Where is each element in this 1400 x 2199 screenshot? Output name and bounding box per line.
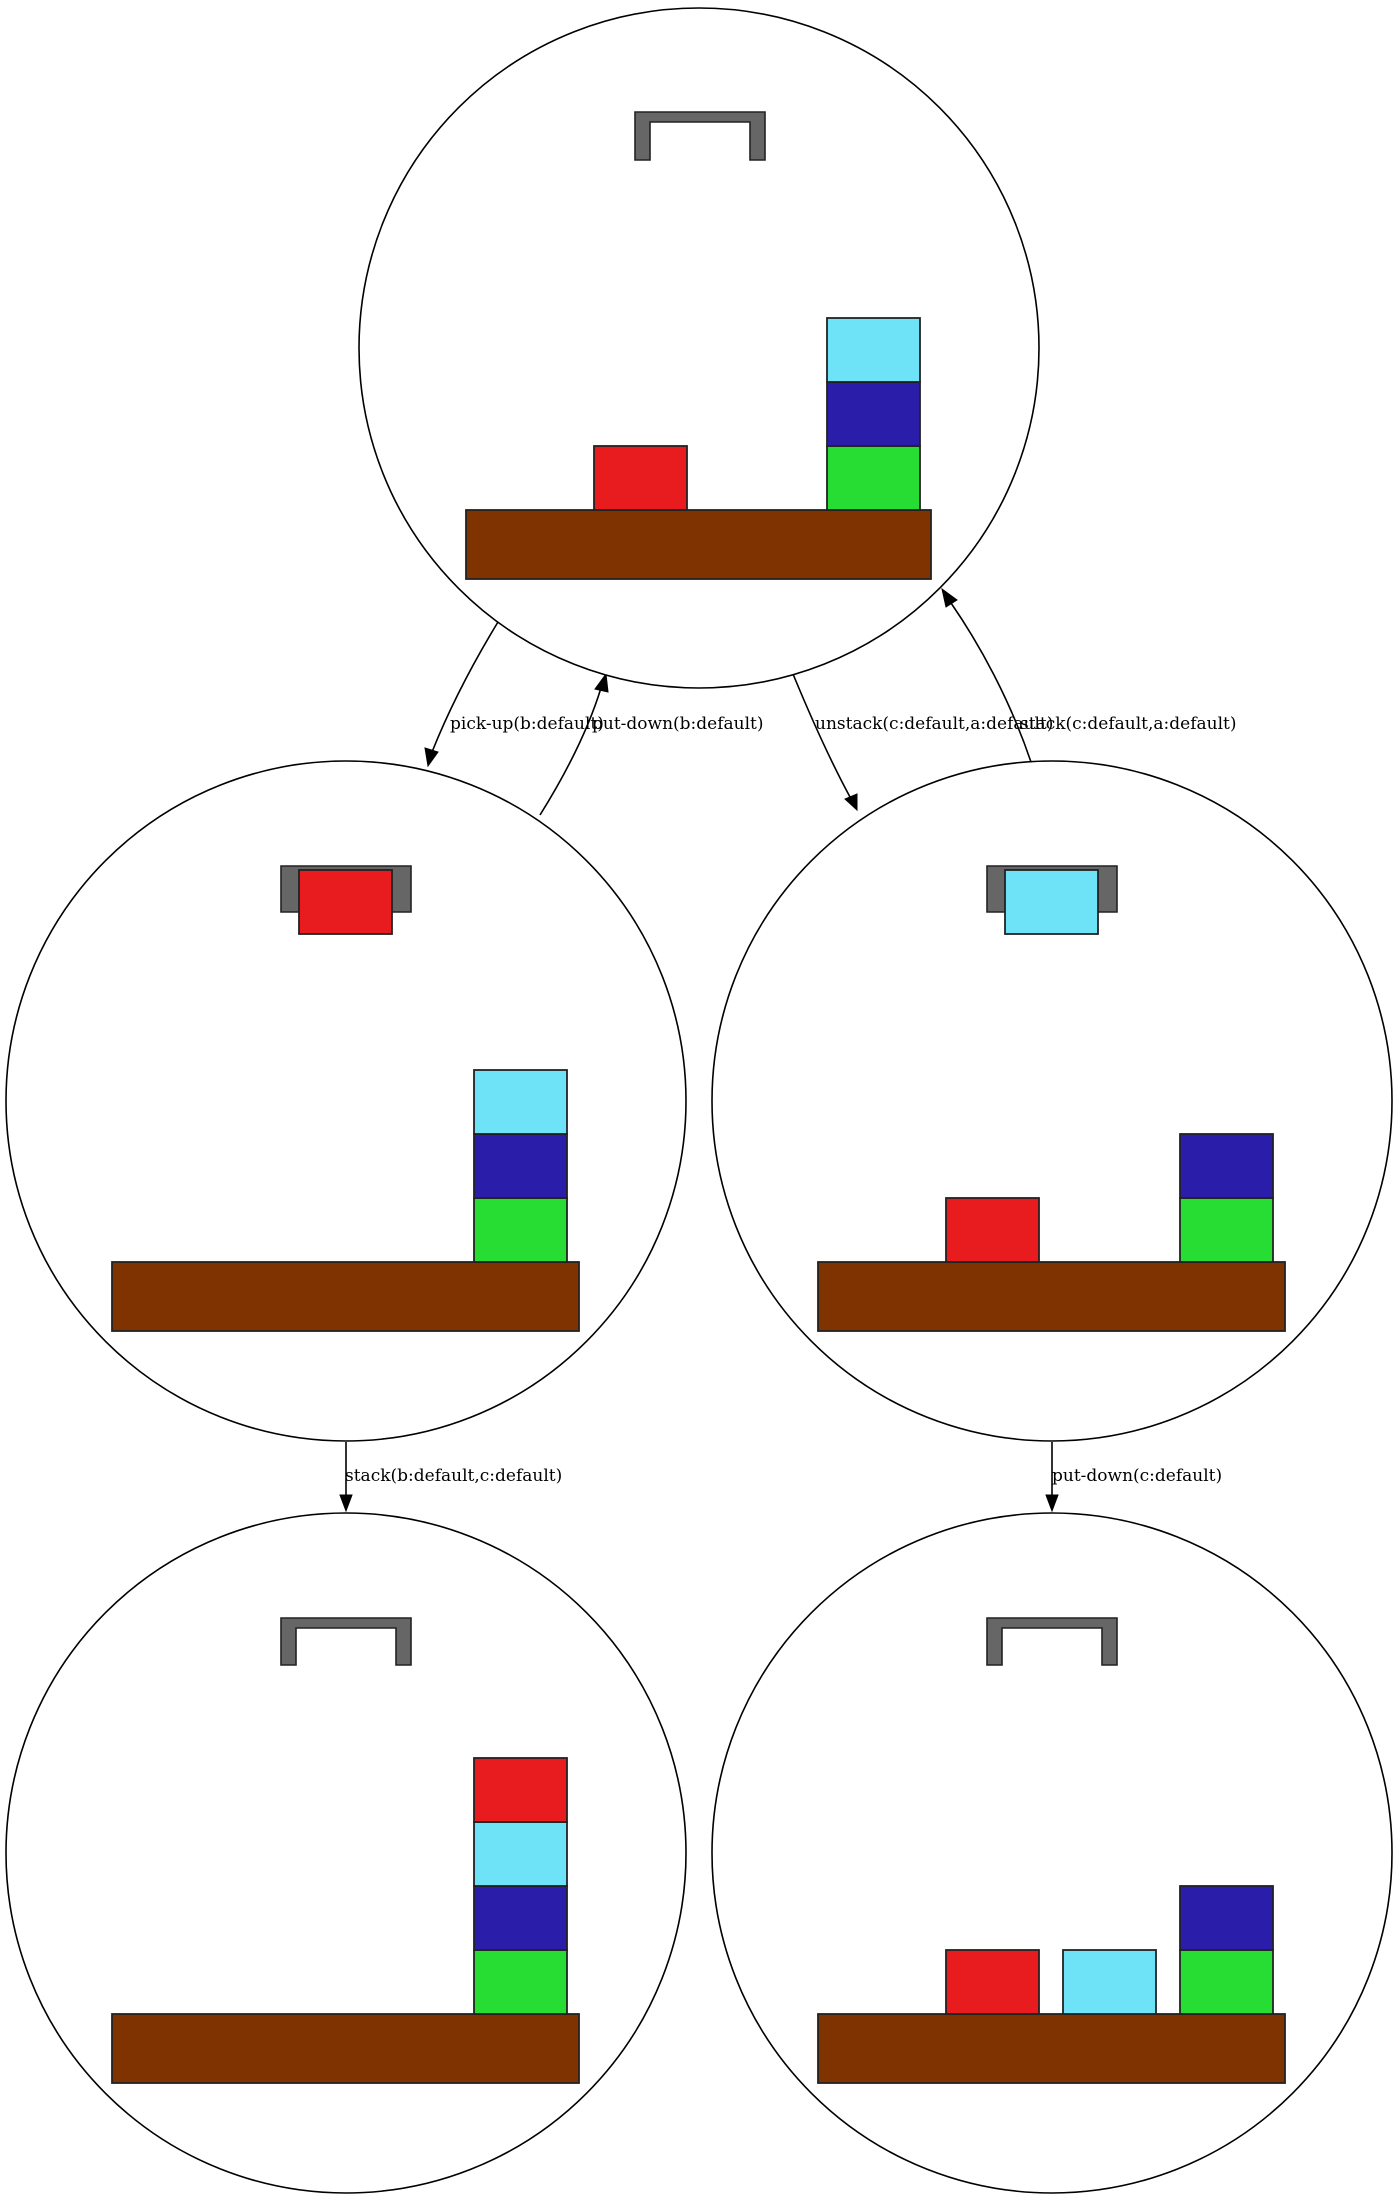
block-d	[473, 1133, 568, 1199]
state-3	[5, 1512, 687, 2194]
block-a	[1179, 1949, 1274, 2015]
block-d	[473, 1885, 568, 1951]
block-d	[1179, 1885, 1274, 1951]
state-2	[711, 760, 1393, 1442]
block-b	[593, 445, 688, 511]
arrowhead-unstack-c-a	[844, 793, 858, 812]
state-circle	[5, 1512, 687, 2194]
arrowhead-stack-c-a	[941, 587, 958, 608]
edge-label-pick-up-b: pick-up(b:default)	[450, 714, 604, 734]
state-4	[711, 1512, 1393, 2194]
edge-label-put-down-c: put-down(c:default)	[1052, 1466, 1222, 1486]
table	[465, 509, 932, 580]
edge-put-down-b	[539, 687, 602, 816]
state-circle	[358, 7, 1040, 689]
arrowhead-put-down-c	[1045, 1494, 1059, 1513]
gripper-empty	[280, 1617, 412, 1666]
arrowhead-stack-b-c	[339, 1494, 353, 1513]
table	[817, 2013, 1286, 2084]
edge-label-unstack-c-a: unstack(c:default,a:default)	[815, 714, 1053, 734]
gripper-empty	[986, 1617, 1118, 1666]
edge-label-stack-c-a: stack(c:default,a:default)	[1020, 714, 1236, 734]
edge-label-put-down-b: put-down(b:default)	[592, 714, 764, 734]
block-c-held	[1004, 869, 1099, 935]
block-a	[1179, 1197, 1274, 1263]
block-a	[826, 445, 921, 511]
block-c	[473, 1069, 568, 1135]
block-c	[826, 317, 921, 383]
edge-stack-c-a	[950, 602, 1032, 763]
arrowhead-put-down-b	[594, 672, 609, 693]
block-c	[473, 1821, 568, 1887]
arrowhead-pick-up-b	[424, 747, 439, 768]
block-d	[826, 381, 921, 447]
state-circle	[711, 1512, 1393, 2194]
block-a	[473, 1197, 568, 1263]
state-circle	[711, 760, 1393, 1442]
block-b-held	[298, 869, 393, 935]
state-1	[5, 760, 687, 1442]
edge-pick-up-b	[431, 621, 499, 753]
edge-unstack-c-a	[792, 673, 851, 798]
table	[111, 2013, 580, 2084]
table	[817, 1261, 1286, 1332]
state-circle	[5, 760, 687, 1442]
block-b	[473, 1757, 568, 1823]
block-b	[945, 1949, 1040, 2015]
table	[111, 1261, 580, 1332]
gripper-empty	[634, 111, 766, 161]
edge-label-stack-b-c: stack(b:default,c:default)	[345, 1466, 562, 1486]
block-b	[945, 1197, 1040, 1263]
state-0	[358, 7, 1040, 689]
block-a	[473, 1949, 568, 2015]
block-c	[1062, 1949, 1157, 2015]
edges: pick-up(b:default) put-down(b:default) u…	[339, 587, 1236, 1513]
block-d	[1179, 1133, 1274, 1199]
